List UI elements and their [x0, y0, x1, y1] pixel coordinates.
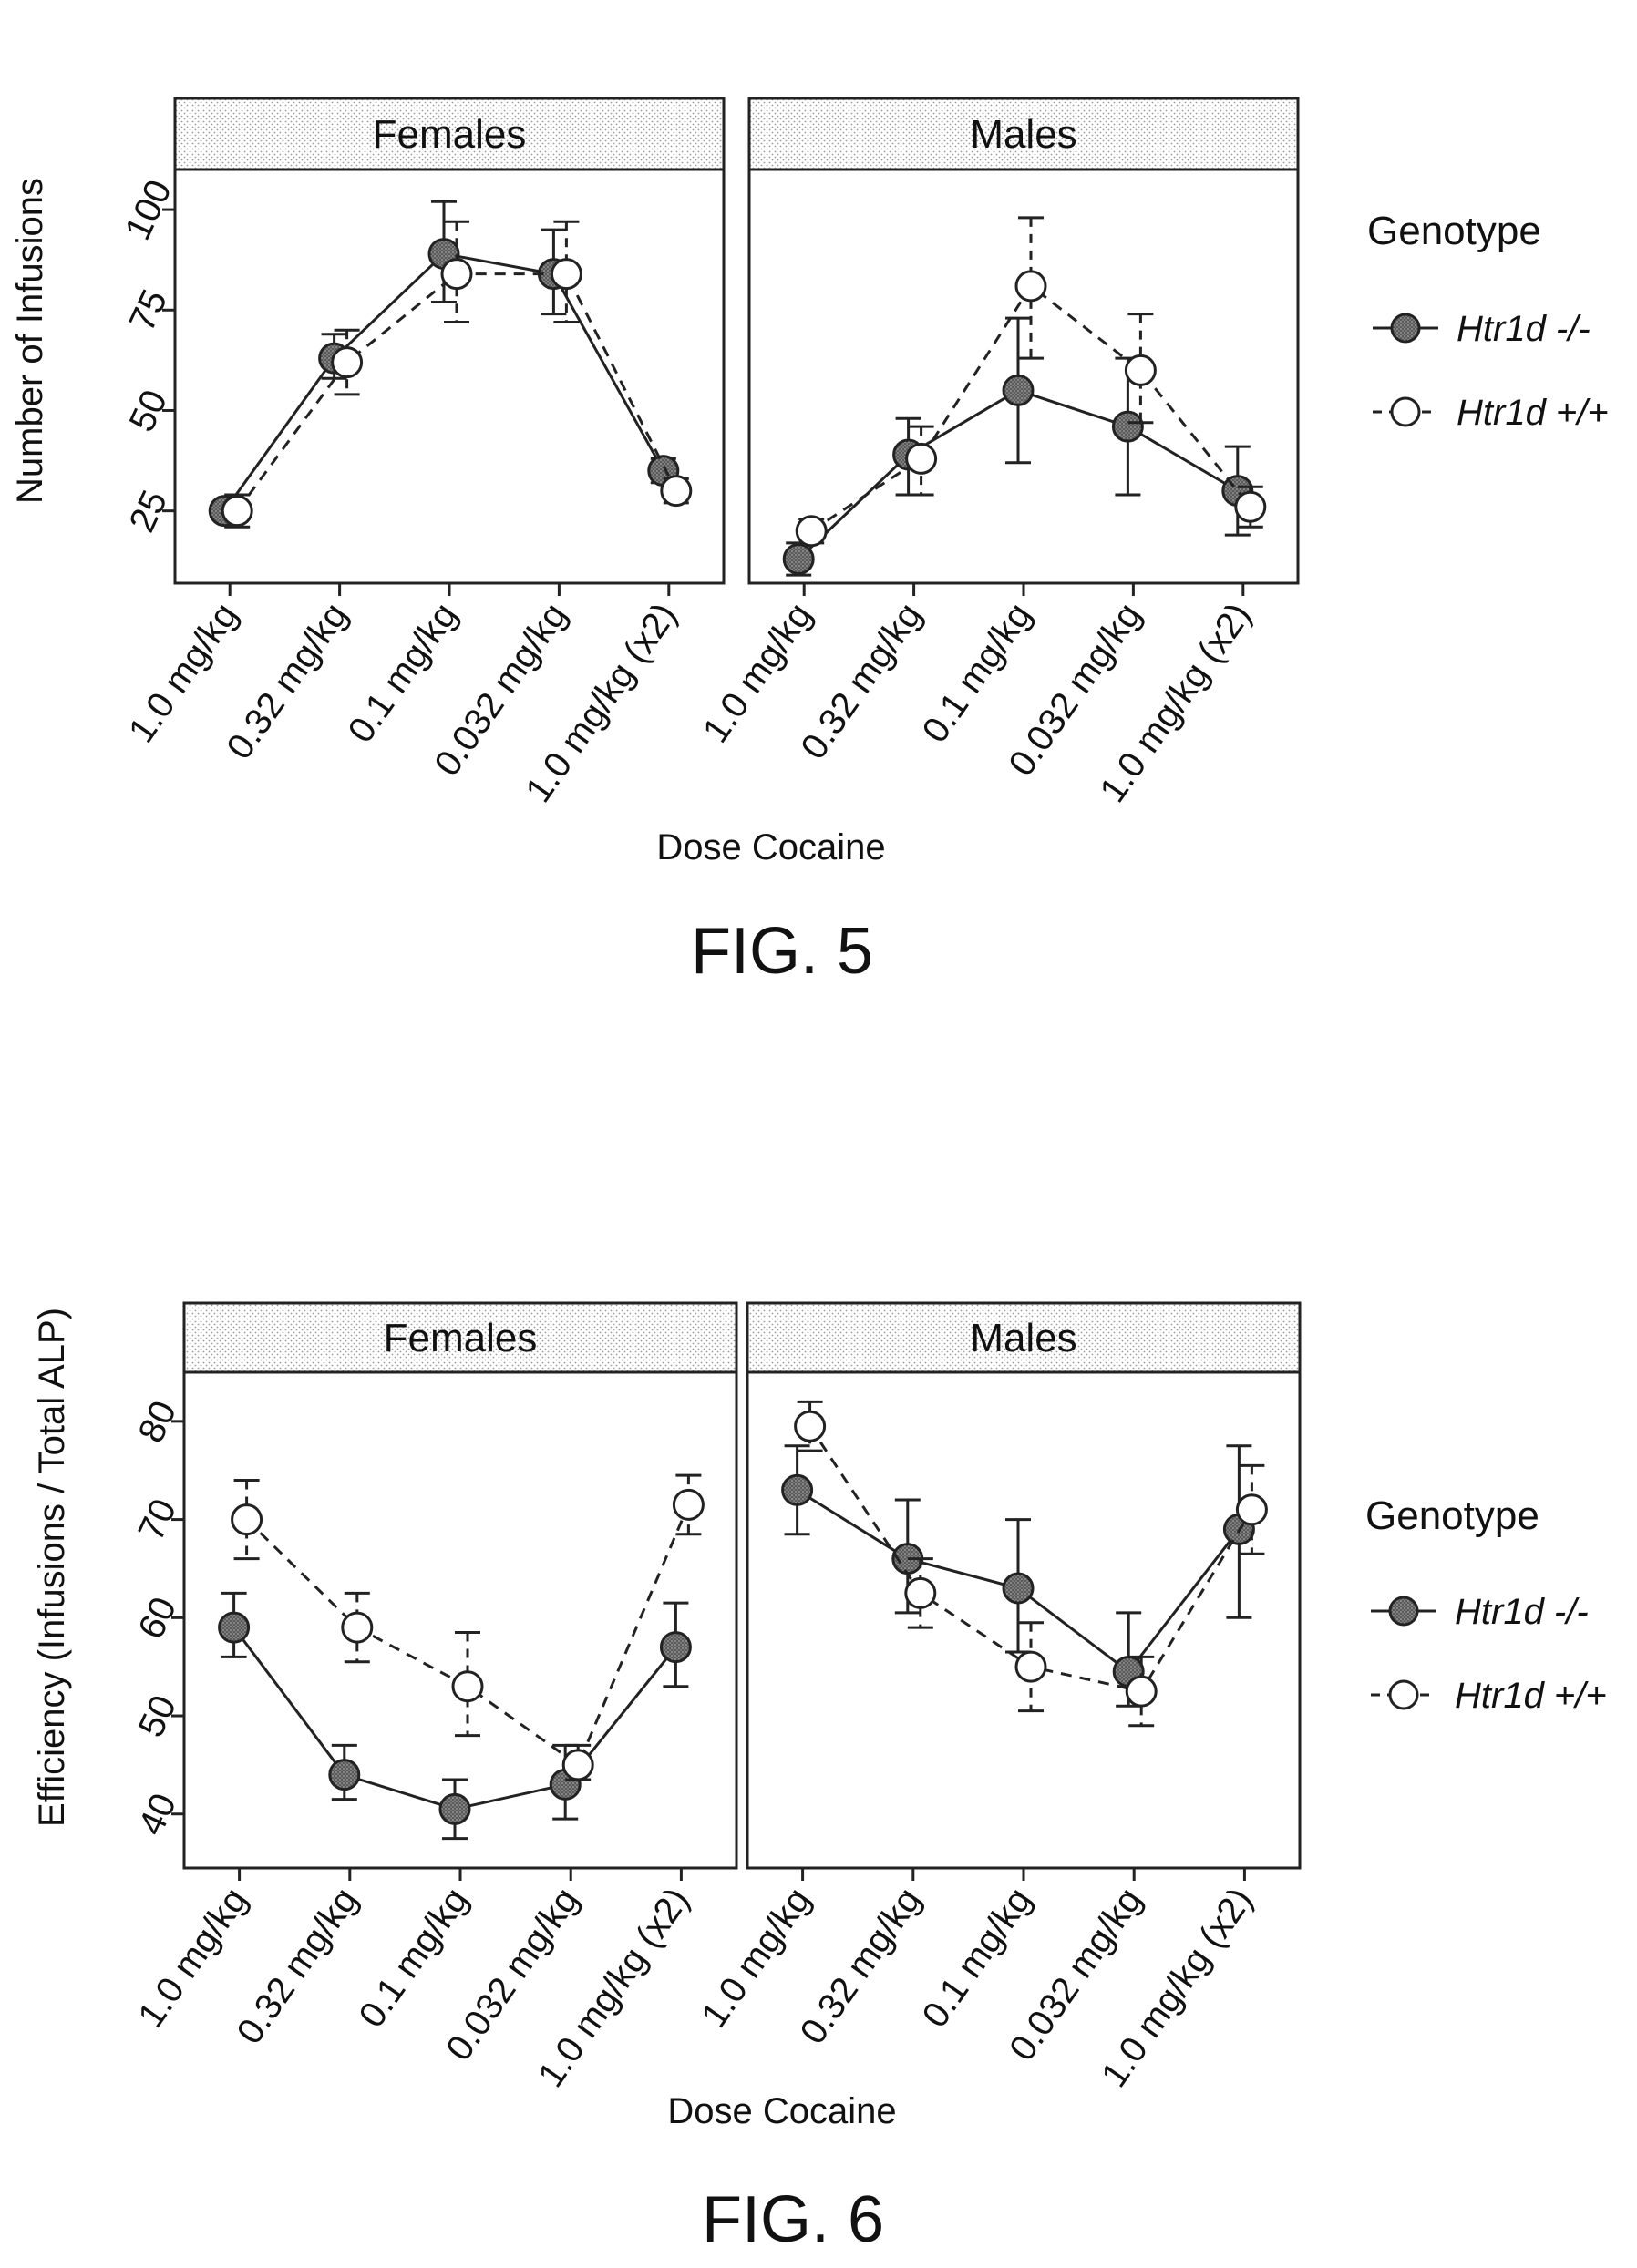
y-tick-label: 100	[118, 174, 180, 246]
figure-caption: FIG. 6	[702, 2183, 884, 2256]
series-line	[245, 1503, 690, 1768]
data-point-open	[1014, 270, 1047, 303]
x-axis-title: Dose Cocaine	[656, 827, 885, 867]
data-point-filled	[1002, 1572, 1035, 1605]
legend-title: Genotype	[1367, 209, 1541, 253]
data-point-open	[221, 495, 253, 528]
y-tick-label: 50	[131, 1689, 185, 1743]
y-tick-label: 60	[131, 1591, 185, 1645]
data-point-filled	[659, 1631, 692, 1664]
legend: Genotype Htr1d -/- Htr1d +/+	[1367, 209, 1609, 433]
plot-frame	[173, 168, 726, 585]
x-tick-label: 0.1 mg/kg	[915, 596, 1040, 750]
y-axis-title: Number of Infusions	[10, 178, 50, 504]
data-point-open	[794, 1410, 827, 1442]
y-tick-label: 25	[122, 485, 176, 539]
data-point-filled	[218, 1611, 251, 1644]
data-point-open	[451, 1670, 484, 1703]
y-tick-label: 80	[131, 1395, 185, 1449]
x-tick-label: 1.0 mg/kg	[694, 1881, 818, 2035]
data-point-open	[1014, 1650, 1047, 1683]
data-point-filled	[781, 1473, 814, 1506]
x-tick-label: 1.0 mg/kg	[130, 1881, 255, 2035]
data-point-open	[331, 346, 364, 379]
legend-label: Htr1d -/-	[1455, 1592, 1589, 1632]
data-point-open	[672, 1488, 705, 1521]
y-tick-label: 50	[122, 384, 176, 437]
data-point-filled	[782, 543, 815, 576]
series-htr1d-wt	[794, 1400, 1268, 1728]
x-tick-label: 0.1 mg/kg	[341, 596, 466, 750]
panel-strip	[747, 97, 1300, 171]
data-point-open	[440, 258, 473, 291]
panel-strip	[182, 1301, 738, 1374]
legend-key-open	[1390, 396, 1421, 427]
figure-caption: FIG. 5	[691, 915, 873, 988]
data-point-open	[1235, 1493, 1268, 1526]
data-point-filled	[328, 1759, 361, 1791]
series-htr1d-ko	[782, 316, 1254, 577]
data-point-open	[1124, 354, 1157, 386]
data-point-open	[1234, 490, 1267, 523]
legend-key-open	[1388, 1679, 1419, 1710]
legend: Genotype Htr1d -/- Htr1d +/+	[1365, 1493, 1607, 1716]
panel-title: Females	[373, 112, 527, 157]
data-point-open	[341, 1611, 374, 1644]
data-point-open	[904, 1576, 937, 1609]
panel-title: Females	[384, 1316, 538, 1360]
legend-label: Htr1d +/+	[1457, 393, 1609, 433]
legend-title: Genotype	[1365, 1493, 1539, 1538]
data-point-open	[561, 1749, 594, 1781]
legend-key-filled	[1390, 313, 1421, 344]
data-point-open	[1125, 1675, 1158, 1708]
y-axis-title: Efficiency (Infusions / Total ALP)	[32, 1308, 72, 1827]
x-tick-label: 0.1 mg/kg	[352, 1881, 477, 2035]
data-point-filled	[1111, 410, 1144, 443]
data-point-filled	[438, 1792, 471, 1825]
x-tick-label: 1.0 mg/kg	[121, 596, 246, 750]
series-htr1d-ko	[218, 1591, 692, 1841]
data-point-open	[550, 258, 582, 291]
panel-title: Males	[970, 1316, 1076, 1360]
series-htr1d-wt	[221, 220, 693, 529]
plot-frame	[746, 1370, 1302, 1870]
legend-label: Htr1d -/-	[1457, 309, 1591, 349]
data-point-open	[660, 475, 693, 508]
legend-label: Htr1d +/+	[1455, 1676, 1607, 1716]
x-axis-title: Dose Cocaine	[667, 2091, 896, 2131]
y-tick-label: 75	[122, 283, 176, 337]
data-point-open	[231, 1503, 263, 1536]
panel-title: Males	[970, 112, 1076, 157]
x-tick-label: 1.0 mg/kg	[695, 596, 820, 750]
series-htr1d-wt	[231, 1473, 705, 1781]
panel-strip	[173, 97, 726, 171]
y-tick-label: 40	[131, 1788, 185, 1842]
data-point-open	[795, 515, 828, 548]
legend-key-filled	[1388, 1596, 1419, 1627]
plot-frame	[182, 1370, 738, 1870]
data-point-filled	[1002, 374, 1035, 406]
data-point-open	[905, 442, 938, 475]
series-htr1d-wt	[795, 216, 1267, 548]
y-tick-label: 70	[131, 1493, 185, 1547]
x-tick-label: 0.1 mg/kg	[915, 1881, 1040, 2035]
